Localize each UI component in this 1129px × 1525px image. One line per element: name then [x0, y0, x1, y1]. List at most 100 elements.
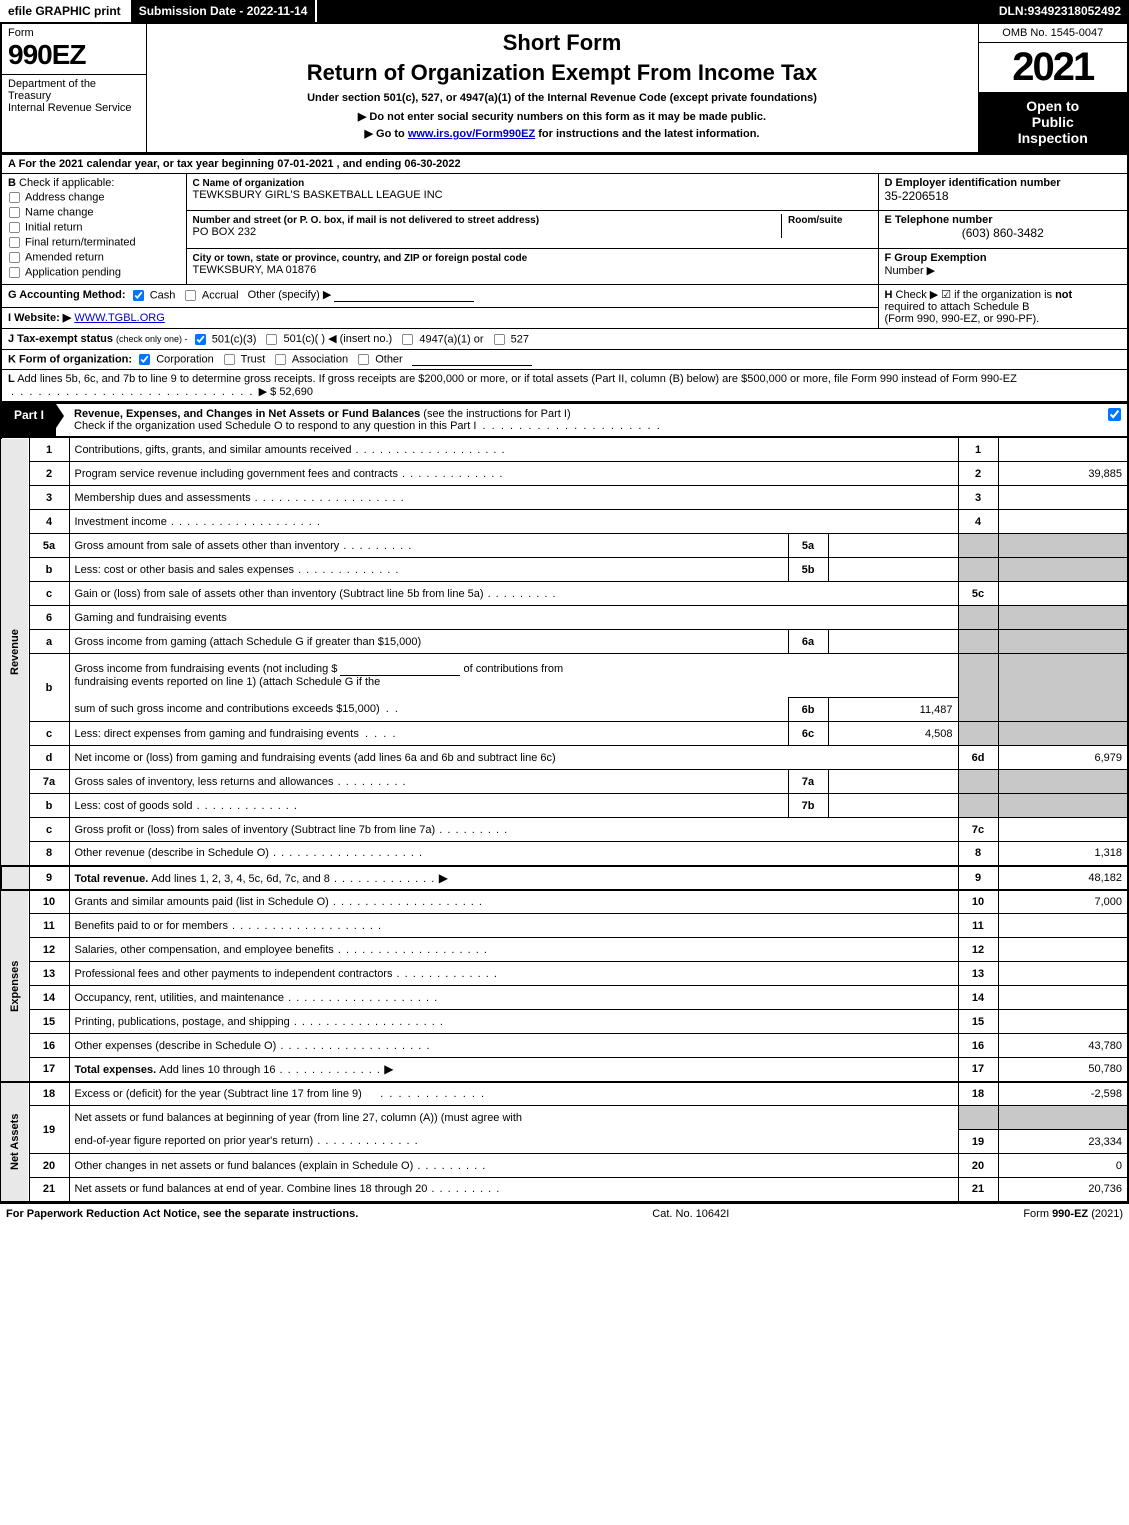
l8-rnum: 8 [958, 842, 998, 866]
l15-num: 15 [29, 1010, 69, 1034]
header-table: Form 990EZ Department of the Treasury In… [0, 22, 1129, 154]
l5b-num: b [29, 558, 69, 582]
l5b-rnum-shaded [958, 558, 998, 582]
part-i-title-rest: (see the instructions for Part I) [420, 408, 570, 420]
chk-trust[interactable]: Trust [223, 353, 266, 366]
section-a-label: A [8, 158, 16, 170]
l19-num: 19 [29, 1106, 69, 1154]
chk-address-change[interactable]: Address change [8, 191, 180, 204]
chk-501c3[interactable]: 501(c)(3) [194, 333, 257, 346]
section-e: E Telephone number (603) 860-3482 [878, 211, 1128, 248]
inspect-3: Inspection [1018, 130, 1088, 146]
l14-desc: Occupancy, rent, utilities, and maintena… [69, 986, 958, 1010]
h-text3: (Form 990, 990-EZ, or 990-PF). [885, 313, 1040, 325]
omb-number: OMB No. 1545-0047 [979, 24, 1128, 43]
l12-rval [998, 938, 1128, 962]
part-i-checkbox[interactable] [1102, 404, 1127, 436]
l9-rval: 48,182 [998, 866, 1128, 890]
l7b-rval-shaded [998, 794, 1128, 818]
footer-right: Form 990-EZ (2021) [1023, 1208, 1123, 1220]
j-note: (check only one) - [116, 334, 188, 344]
l5b-rval-shaded [998, 558, 1128, 582]
website-link[interactable]: WWW.TGBL.ORG [74, 312, 164, 324]
c-name-label: C Name of organization [193, 178, 305, 189]
l12-rnum: 12 [958, 938, 998, 962]
l6a-rval-shaded [998, 630, 1128, 654]
efile-print-button[interactable]: efile GRAPHIC print [0, 0, 131, 22]
l4-desc: Investment income [69, 510, 958, 534]
chk-application-pending[interactable]: Application pending [8, 266, 180, 279]
section-b: B Check if applicable: Address change Na… [1, 174, 186, 285]
header-center-cell: Short Form Return of Organization Exempt… [146, 23, 978, 153]
d-label: D Employer identification number [885, 177, 1122, 189]
l6b-rnum-shaded [958, 654, 998, 722]
l6c-desc: Less: direct expenses from gaming and fu… [69, 722, 788, 746]
l11-desc: Benefits paid to or for members [69, 914, 958, 938]
section-c-city: City or town, state or province, country… [186, 248, 878, 284]
l7c-desc: Gross profit or (loss) from sales of inv… [69, 818, 958, 842]
chk-accrual[interactable]: Accrual [184, 289, 238, 302]
c-room-label: Room/suite [788, 215, 842, 226]
part-i-title-bold: Revenue, Expenses, and Changes in Net As… [74, 408, 420, 420]
section-f: F Group Exemption Number ▶ [878, 248, 1128, 284]
l18-num: 18 [29, 1082, 69, 1106]
l19-rval: 23,334 [998, 1130, 1128, 1154]
section-d: D Employer identification number 35-2206… [878, 174, 1128, 211]
l7a-desc: Gross sales of inventory, less returns a… [69, 770, 788, 794]
l7b-mnum: 7b [788, 794, 828, 818]
l10-desc: Grants and similar amounts paid (list in… [69, 890, 958, 914]
l6c-rnum-shaded [958, 722, 998, 746]
l6b-input[interactable] [340, 663, 460, 676]
part-i-subline: Check if the organization used Schedule … [74, 420, 476, 432]
chk-corp[interactable]: Corporation [138, 353, 214, 366]
l6d-rval: 6,979 [998, 746, 1128, 770]
chk-name-change[interactable]: Name change [8, 206, 180, 219]
l10-num: 10 [29, 890, 69, 914]
l5a-num: 5a [29, 534, 69, 558]
l17-rval: 50,780 [998, 1058, 1128, 1082]
dln-label: DLN: [999, 4, 1028, 18]
chk-assoc[interactable]: Association [274, 353, 348, 366]
section-c-name: C Name of organization TEWKSBURY GIRL'S … [186, 174, 878, 211]
chk-cash[interactable]: Cash [132, 289, 176, 302]
section-l: L Add lines 5b, 6c, and 7b to line 9 to … [1, 370, 1128, 403]
l-arrow: ▶ $ 52,690 [259, 386, 313, 398]
l20-rnum: 20 [958, 1154, 998, 1178]
l7a-rval-shaded [998, 770, 1128, 794]
l13-rval [998, 962, 1128, 986]
l13-rnum: 13 [958, 962, 998, 986]
l2-rval: 39,885 [998, 462, 1128, 486]
l18-desc: Excess or (deficit) for the year (Subtra… [69, 1082, 958, 1106]
l6-rval-shaded [998, 606, 1128, 630]
chk-final-return[interactable]: Final return/terminated [8, 236, 180, 249]
chk-initial-return[interactable]: Initial return [8, 221, 180, 234]
k-other-input[interactable] [412, 353, 532, 366]
lines-table: Revenue 1 Contributions, gifts, grants, … [0, 437, 1129, 1203]
chk-527[interactable]: 527 [493, 333, 529, 346]
dln: DLN: 93492318052492 [991, 0, 1129, 22]
l7a-mval [828, 770, 958, 794]
l7b-desc: Less: cost of goods sold [69, 794, 788, 818]
chk-amended-return[interactable]: Amended return [8, 251, 180, 264]
chk-501c[interactable]: 501(c)( ) ◀ (insert no.) [265, 332, 392, 346]
chk-4947[interactable]: 4947(a)(1) or [401, 333, 483, 346]
chk-other[interactable]: Other [357, 353, 403, 366]
footer-left: For Paperwork Reduction Act Notice, see … [6, 1208, 358, 1220]
l3-rnum: 3 [958, 486, 998, 510]
l5a-rval-shaded [998, 534, 1128, 558]
irs-link[interactable]: www.irs.gov/Form990EZ [408, 128, 535, 140]
g-other-input[interactable] [334, 289, 474, 302]
l6b-desc-top: Gross income from fundraising events (no… [69, 654, 958, 698]
form-number: 990EZ [8, 39, 140, 71]
l6-rnum-shaded [958, 606, 998, 630]
l17-desc: Total expenses. Add lines 10 through 16 [69, 1058, 958, 1082]
l6a-mnum: 6a [788, 630, 828, 654]
l5a-mnum: 5a [788, 534, 828, 558]
l19-desc-top: Net assets or fund balances at beginning… [69, 1106, 958, 1130]
l6b-num: b [29, 654, 69, 722]
tax-year: 2021 [979, 43, 1128, 92]
under-section: Under section 501(c), 527, or 4947(a)(1)… [153, 92, 972, 104]
l7c-rnum: 7c [958, 818, 998, 842]
e-label: E Telephone number [885, 214, 1122, 226]
l4-rnum: 4 [958, 510, 998, 534]
